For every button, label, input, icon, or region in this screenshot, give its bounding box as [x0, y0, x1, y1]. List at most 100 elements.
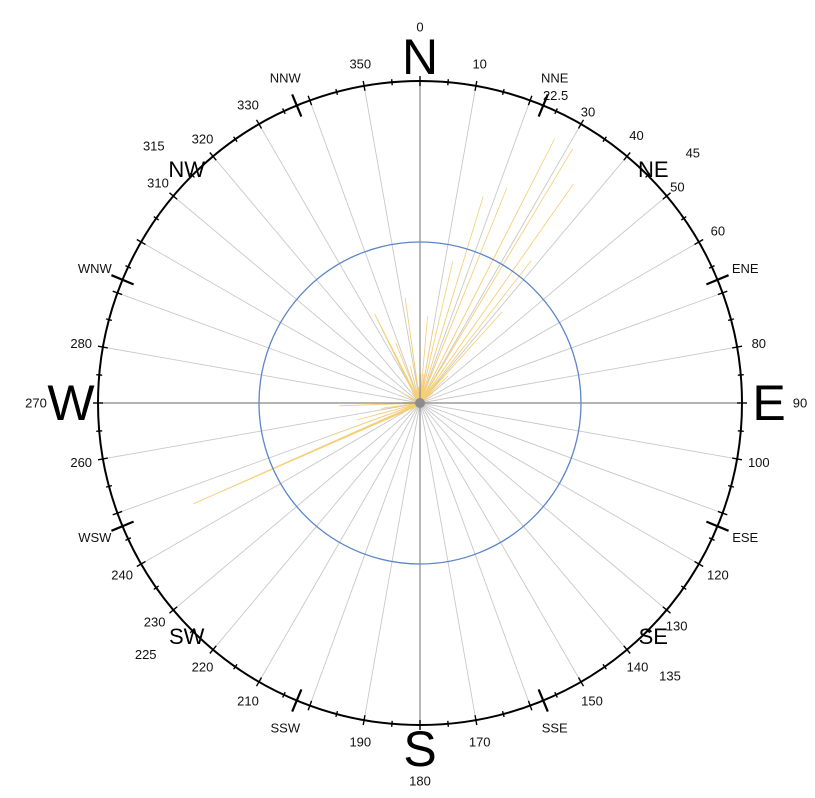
direction-label-sse: SSE	[542, 721, 568, 736]
degree-label-225: 225	[135, 647, 157, 662]
compass-ticks	[93, 76, 747, 730]
tick-50	[662, 192, 671, 200]
tick-95	[737, 430, 744, 433]
tick-secondary-112.5	[705, 520, 729, 532]
tick-300	[136, 238, 146, 246]
degree-label-270: 270	[25, 396, 47, 411]
tick-125	[680, 585, 687, 590]
tick-10	[474, 80, 478, 91]
degree-label-30: 30	[581, 105, 595, 120]
tick-155	[554, 691, 558, 698]
degree-label-330: 330	[237, 98, 259, 113]
degree-label-60: 60	[711, 224, 725, 239]
degree-label-220: 220	[192, 659, 214, 674]
tick-secondary-292.5	[111, 274, 135, 286]
cardinal-label-e: E	[752, 375, 785, 431]
tick-275	[96, 373, 103, 376]
tick-310	[169, 192, 178, 200]
tick-285	[105, 318, 113, 322]
tick-170	[474, 715, 478, 726]
degree-label-0: 0	[416, 20, 423, 35]
compass-labels: NESWNESESWNWNNEENEESESSESSWWSWWNWNNW0102…	[25, 20, 807, 789]
direction-label-nne: NNE	[541, 70, 569, 85]
tick-235	[153, 585, 160, 590]
intercardinal-label-se: SE	[639, 624, 668, 649]
degree-label-140: 140	[627, 659, 649, 674]
tick-5	[447, 79, 450, 86]
intercardinal-label-sw: SW	[169, 624, 205, 649]
degree-label-350: 350	[349, 57, 371, 72]
degree-label-260: 260	[70, 455, 92, 470]
intercardinal-label-nw: NW	[168, 157, 205, 182]
tick-110	[717, 510, 728, 516]
tick-295	[125, 265, 132, 269]
tick-165	[501, 710, 505, 718]
tick-305	[153, 216, 160, 221]
tick-290	[112, 290, 123, 296]
tick-120	[694, 560, 704, 568]
tick-325	[233, 136, 238, 143]
tick-150	[577, 677, 585, 687]
tick-85	[737, 373, 744, 376]
tick-225	[189, 628, 195, 634]
tick-280	[97, 345, 108, 349]
direction-label-wsw: WSW	[78, 530, 112, 545]
degree-label-90: 90	[793, 396, 807, 411]
degree-label-230: 230	[144, 614, 166, 629]
degree-label-22.5: 22.5	[543, 88, 568, 103]
tick-secondary-157.5	[537, 688, 549, 712]
tick-245	[125, 537, 132, 541]
degree-label-150: 150	[581, 693, 603, 708]
cardinal-label-w: W	[47, 375, 95, 431]
tick-260	[97, 457, 108, 461]
tick-345	[335, 88, 339, 96]
tick-330	[255, 119, 263, 129]
tick-185	[390, 720, 393, 727]
tick-45	[645, 172, 651, 178]
degree-label-45: 45	[686, 146, 700, 161]
tick-25	[554, 108, 558, 115]
direction-label-nnw: NNW	[270, 70, 302, 85]
tick-140	[623, 645, 631, 654]
degree-label-120: 120	[707, 568, 729, 583]
degree-label-180: 180	[409, 774, 431, 789]
degree-label-280: 280	[70, 336, 92, 351]
tick-250	[112, 510, 123, 516]
tick-195	[335, 710, 339, 718]
intercardinal-label-ne: NE	[638, 157, 669, 182]
cardinal-label-s: S	[403, 721, 436, 777]
tick-175	[447, 720, 450, 727]
tick-320	[209, 152, 217, 161]
degree-label-315: 315	[143, 139, 165, 154]
tick-190	[362, 715, 366, 726]
tick-55	[680, 216, 687, 221]
tick-160	[527, 700, 533, 711]
tick-335	[282, 108, 286, 115]
degree-label-50: 50	[670, 180, 684, 195]
degree-label-100: 100	[748, 455, 770, 470]
tick-205	[282, 691, 286, 698]
degree-label-135: 135	[659, 668, 681, 683]
tick-100	[732, 457, 743, 461]
center-marker	[415, 398, 425, 408]
tick-35	[602, 136, 607, 143]
tick-40	[623, 152, 631, 161]
degree-label-320: 320	[192, 132, 214, 147]
cardinal-label-n: N	[402, 29, 438, 85]
direction-label-ssw: SSW	[270, 721, 300, 736]
tick-15	[501, 88, 505, 96]
tick-215	[233, 663, 238, 670]
degree-label-10: 10	[472, 57, 486, 72]
direction-frequency-area	[193, 138, 574, 505]
tick-65	[708, 265, 715, 269]
tick-220	[209, 645, 217, 654]
tick-355	[390, 79, 393, 86]
tick-secondary-22.5	[537, 94, 549, 118]
tick-secondary-67.5	[705, 274, 729, 286]
degree-label-210: 210	[237, 693, 259, 708]
tick-210	[255, 677, 263, 687]
degree-label-130: 130	[666, 619, 688, 634]
degree-label-240: 240	[111, 568, 133, 583]
tick-secondary-337.5	[291, 94, 303, 118]
tick-135	[645, 628, 651, 634]
